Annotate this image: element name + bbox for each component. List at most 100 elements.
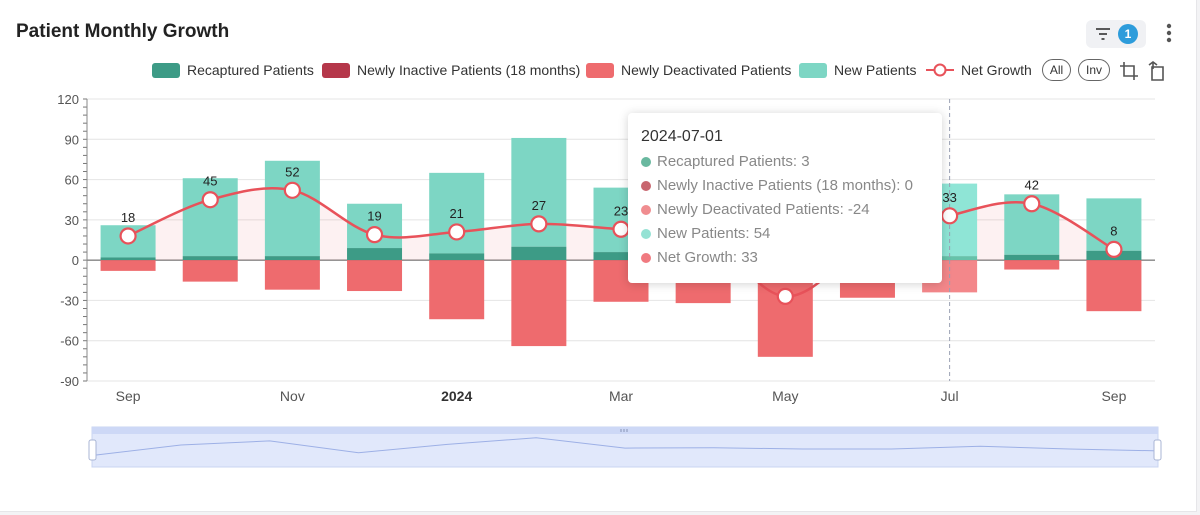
data-label: 23 [614, 203, 628, 218]
y-tick-label: 90 [65, 132, 79, 147]
bar-newly-deactivated [429, 260, 485, 320]
tooltip-row: Newly Inactive Patients (18 months): 0 [641, 177, 913, 194]
net-growth-point [1105, 240, 1123, 258]
chart-title: Patient Monthly Growth [16, 21, 230, 42]
more-options-icon[interactable] [1160, 22, 1178, 44]
legend-label: Net Growth [961, 62, 1032, 78]
tooltip-dot [641, 252, 651, 263]
legend-item-newly-deactivated[interactable]: Newly Deactivated Patients [586, 58, 791, 82]
tooltip-text: Newly Deactivated Patients: -24 [657, 201, 870, 218]
bar-recaptured [347, 248, 403, 261]
zoom-slider-preview [91, 437, 1159, 457]
x-tick-label: Mar [609, 388, 633, 404]
zoom-handle-left [88, 439, 97, 461]
tooltip-row: Recaptured Patients: 3 [641, 153, 810, 170]
tooltip-text: Recaptured Patients: 3 [657, 153, 810, 170]
bar-new-patients [264, 160, 320, 257]
net-growth-point [201, 191, 219, 209]
bar-recaptured [1004, 254, 1060, 261]
zoom-handle-right [1153, 439, 1162, 461]
bar-newly-deactivated [182, 260, 238, 282]
legend-swatch [586, 62, 614, 78]
bar-recaptured [182, 256, 238, 261]
chart-tooltip: 2024-07-01 Recaptured Patients: 3 Newly … [628, 113, 942, 283]
x-tick-label: Sep [1101, 388, 1126, 404]
data-label: 33 [942, 190, 956, 205]
filter-icon [1096, 28, 1110, 40]
chart-legend: Recaptured Patients Newly Inactive Patie… [0, 58, 1200, 82]
legend-item-newly-inactive[interactable]: Newly Inactive Patients (18 months) [322, 58, 580, 82]
net-growth-point [448, 223, 466, 241]
y-tick-label: 120 [57, 92, 79, 107]
filter-count-badge: 1 [1118, 24, 1138, 44]
x-tick-label: Nov [280, 388, 305, 404]
net-growth-point [776, 287, 794, 305]
data-label: 19 [367, 209, 381, 224]
legend-item-new-patients[interactable]: New Patients [799, 58, 916, 82]
legend-select-all-button[interactable]: All [1042, 59, 1071, 81]
legend-swatch [152, 62, 180, 78]
legend-swatch [799, 62, 827, 78]
x-tick-label: 2024 [441, 388, 472, 404]
bar-recaptured [593, 252, 649, 261]
tooltip-title: 2024-07-01 [641, 128, 723, 145]
y-tick-label: -90 [60, 374, 79, 389]
data-label: 21 [449, 206, 463, 221]
crop-icon[interactable] [1119, 61, 1139, 81]
data-label: 52 [285, 164, 299, 179]
restore-icon[interactable] [1148, 61, 1168, 81]
net-growth-legend-icon [926, 63, 954, 77]
tooltip-dot [641, 180, 651, 191]
bar-recaptured [264, 256, 320, 261]
y-tick-label: 30 [65, 213, 79, 228]
y-tick-label: -30 [60, 293, 79, 308]
bar-newly-deactivated [1004, 260, 1060, 270]
bar-newly-deactivated [511, 260, 567, 347]
net-growth-point [941, 207, 959, 225]
net-growth-point [283, 181, 301, 199]
bar-recaptured [922, 256, 978, 261]
tooltip-row: Net Growth: 33 [641, 249, 758, 266]
net-growth-point [119, 227, 137, 245]
bar-newly-deactivated [1086, 260, 1142, 312]
x-tick-label: Sep [116, 388, 141, 404]
net-growth-point [1023, 195, 1041, 213]
y-tick-label: 60 [65, 173, 79, 188]
tooltip-text: New Patients: 54 [657, 225, 771, 242]
bar-newly-deactivated [347, 260, 403, 292]
filter-button[interactable]: 1 [1086, 20, 1146, 48]
bar-newly-deactivated [100, 260, 156, 271]
tooltip-dot [641, 156, 651, 167]
legend-label: Newly Inactive Patients (18 months) [357, 62, 581, 78]
net-growth-point [365, 226, 384, 244]
tooltip-text: Net Growth: 33 [657, 249, 758, 266]
bar-new-patients [182, 178, 238, 257]
legend-swatch [322, 62, 350, 78]
tooltip-text: Newly Inactive Patients (18 months): 0 [657, 177, 913, 194]
bar-recaptured [100, 257, 156, 261]
y-tick-label: 0 [72, 253, 79, 268]
data-label: 42 [1025, 178, 1039, 193]
zoom-slider-topbar [92, 427, 1158, 434]
data-label: 27 [532, 198, 546, 213]
y-tick-label: -60 [60, 334, 79, 349]
tooltip-dot [641, 228, 651, 239]
legend-label: New Patients [834, 62, 917, 78]
bar-recaptured [429, 253, 485, 261]
legend-label: Recaptured Patients [187, 62, 314, 78]
bar-newly-deactivated [264, 260, 320, 290]
data-label: 45 [203, 174, 217, 189]
tooltip-dot [641, 204, 651, 215]
legend-label: Newly Deactivated Patients [621, 62, 792, 78]
legend-item-net-growth[interactable]: Net Growth [926, 58, 1032, 82]
legend-item-recaptured[interactable]: Recaptured Patients [152, 58, 314, 82]
data-label: 8 [1110, 223, 1117, 238]
tooltip-row: New Patients: 54 [641, 225, 770, 242]
bar-recaptured [511, 246, 567, 261]
tooltip-row: Newly Deactivated Patients: -24 [641, 201, 870, 218]
legend-inverse-button[interactable]: Inv [1078, 59, 1110, 81]
net-growth-point [530, 215, 548, 233]
data-label: 18 [121, 210, 135, 225]
